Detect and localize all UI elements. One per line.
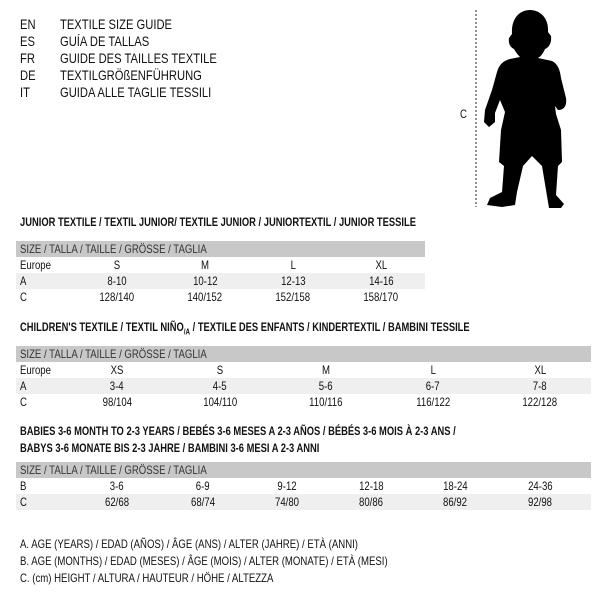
- lang-title: TEXTILE SIZE GUIDE: [60, 16, 173, 32]
- table-row: C 98/104 104/110 110/116 116/122 122/128: [20, 395, 558, 409]
- table-header: SIZE / TALLA / TAILLE / GRÖSSE / TAGLIA: [16, 462, 591, 478]
- children-size-table: SIZE / TALLA / TAILLE / GRÖSSE / TAGLIA …: [16, 346, 591, 410]
- lang-title: GUIDE DES TAILLES TEXTILE: [60, 50, 217, 66]
- babies-section-title-line2: BABYS 3-6 MONATE BIS 2-3 JAHRE / BAMBINI…: [20, 441, 320, 455]
- legend-note-c: C. (cm) HEIGHT / ALTURA / HAUTEUR / HÖHE…: [20, 571, 274, 585]
- lang-title: TEXTILGRÖßENFÜHRUNG: [60, 67, 202, 83]
- lang-code: IT: [20, 84, 30, 100]
- table-row: A 3-4 4-5 5-6 6-7 7-8: [16, 378, 591, 394]
- lang-title: GUÍA DE TALLAS: [60, 33, 150, 49]
- junior-section-title: JUNIOR TEXTILE / TEXTIL JUNIOR/ TEXTILE …: [20, 215, 416, 229]
- lang-code: EN: [20, 16, 36, 32]
- table-row: Europe S M L XL: [20, 258, 387, 272]
- babies-size-table: SIZE / TALLA / TAILLE / GRÖSSE / TAGLIA …: [16, 462, 591, 510]
- table-header: SIZE / TALLA / TAILLE / GRÖSSE / TAGLIA: [16, 346, 591, 362]
- lang-code: DE: [20, 67, 36, 83]
- height-label: C: [460, 107, 467, 121]
- lang-code: FR: [20, 50, 35, 66]
- legend-note-b: B. AGE (MONTHS) / EDAD (MESES) / ÂGE (MO…: [20, 554, 388, 568]
- table-row: Europe XS S M L XL: [20, 363, 546, 377]
- table-header: SIZE / TALLA / TAILLE / GRÖSSE / TAGLIA: [16, 241, 425, 257]
- children-section-title: CHILDREN'S TEXTILE / TEXTIL NIÑO/A / TEX…: [20, 320, 470, 337]
- table-row: C 128/140 140/152 152/158 158/170: [20, 290, 399, 304]
- babies-section-title: BABIES 3-6 MONTH TO 2-3 YEARS / BEBÉS 3-…: [20, 424, 456, 438]
- lang-code: ES: [20, 33, 35, 49]
- child-silhouette-icon: [475, 10, 567, 208]
- table-row: C 62/68 68/74 74/80 80/86 86/92 92/98: [16, 494, 591, 510]
- table-row: A 8-10 10-12 12-13 14-16: [16, 273, 425, 289]
- lang-title: GUIDA ALLE TAGLIE TESSILI: [60, 84, 212, 100]
- legend-note-a: A. AGE (YEARS) / EDAD (AÑOS) / ÂGE (ANS)…: [20, 537, 359, 551]
- junior-size-table: SIZE / TALLA / TAILLE / GRÖSSE / TAGLIA …: [16, 241, 425, 305]
- table-row: B 3-6 6-9 9-12 12-18 18-24 24-36: [20, 479, 553, 493]
